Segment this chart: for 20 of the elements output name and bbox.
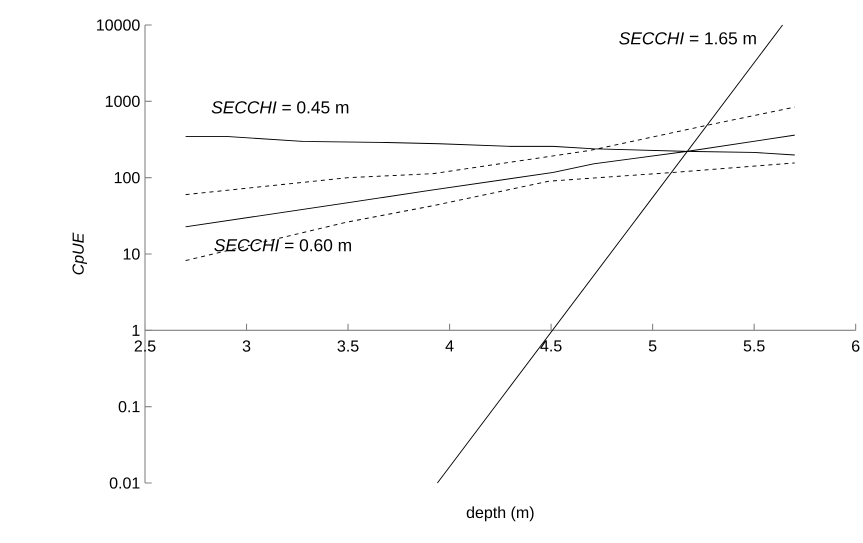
x-tick-label: 2.5 bbox=[134, 340, 156, 352]
y-axis-title: CpUE bbox=[72, 232, 87, 274]
x-tick-label: 3 bbox=[242, 340, 250, 352]
y-tick-label: 1000 bbox=[106, 96, 140, 107]
y-tick-label: 100 bbox=[114, 172, 140, 184]
series-label: SECCHI = 1.65 m bbox=[619, 32, 756, 44]
x-tick-label: 3.5 bbox=[338, 340, 358, 352]
x-tick-label: 5 bbox=[648, 340, 656, 352]
x-axis-title: depth (m) bbox=[466, 506, 534, 522]
x-tick-label: 4 bbox=[446, 340, 454, 352]
y-tick-label: 10 bbox=[124, 248, 140, 260]
y-tick-label: 1 bbox=[132, 324, 140, 336]
x-tick-label: 4.5 bbox=[540, 340, 562, 352]
series-label: SECCHI = 0.60 m bbox=[214, 239, 351, 252]
y-tick-label: 0.1 bbox=[118, 401, 140, 412]
x-tick-label: 5.5 bbox=[744, 340, 765, 352]
y-tick-label: 0.01 bbox=[110, 477, 140, 489]
y-tick-label: 10000 bbox=[97, 19, 140, 31]
x-tick-label: 6 bbox=[852, 340, 860, 352]
series-label: SECCHI = 0.45 m bbox=[212, 101, 348, 114]
